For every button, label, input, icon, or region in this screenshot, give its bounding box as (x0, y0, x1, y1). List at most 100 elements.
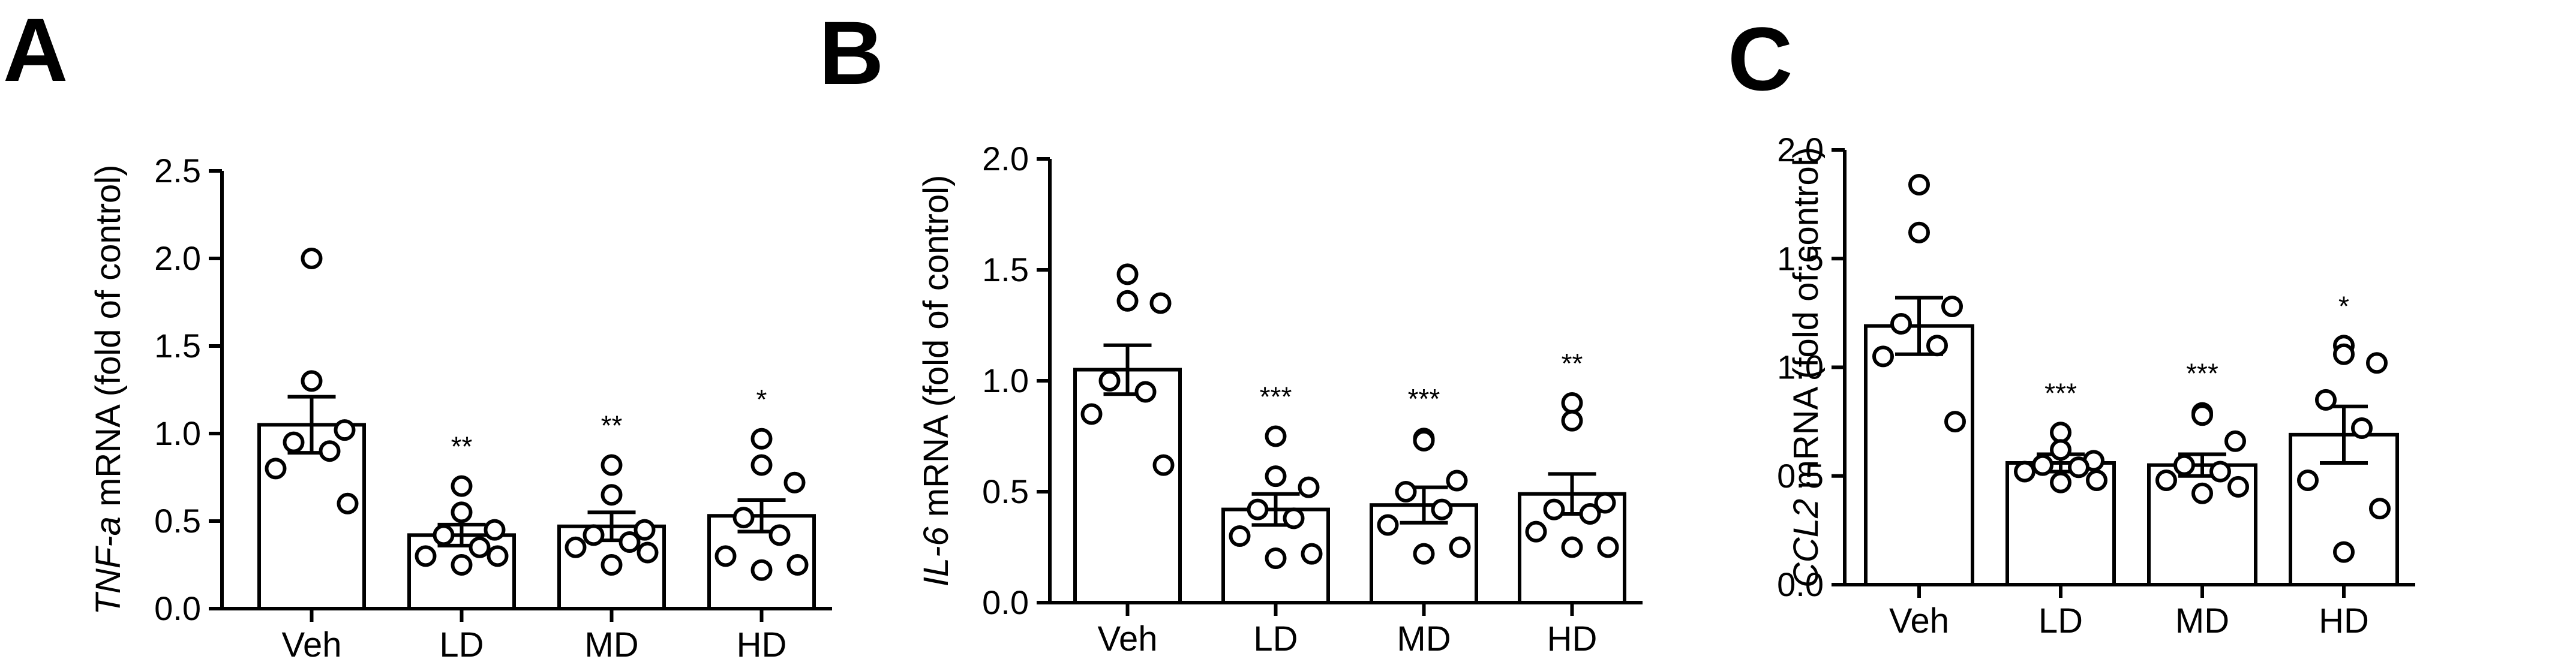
data-point (1525, 520, 1547, 543)
data-point (484, 519, 506, 541)
data-point (2032, 454, 2053, 476)
data-point (1152, 454, 1175, 476)
y-axis-label-gene: CCL2 (1787, 499, 1826, 588)
data-point (283, 431, 305, 453)
data-point (2315, 389, 2337, 411)
data-point (451, 475, 473, 497)
data-point (2191, 404, 2213, 426)
data-point (1579, 503, 1601, 525)
data-point (1229, 525, 1251, 547)
bar (1864, 324, 1974, 586)
data-point (433, 524, 455, 546)
y-tick-label: 1.0 (1777, 348, 1824, 386)
panel-letter-b: B (819, 2, 884, 103)
data-point (1116, 263, 1139, 285)
significance-label: * (756, 384, 767, 415)
x-tick-label: HD (2319, 601, 2369, 640)
significance-label: ** (1562, 348, 1583, 379)
y-axis-label-gene: TNF-a (89, 516, 128, 615)
data-point (265, 458, 287, 480)
y-axis-label-unit: mRNA (fold of control) (1787, 147, 1826, 499)
data-point (714, 545, 737, 567)
data-point (1543, 498, 1565, 520)
y-tick-label: 1.0 (982, 362, 1029, 399)
data-point (469, 536, 491, 558)
y-axis-label-unit: mRNA (fold of control) (917, 175, 956, 527)
data-point (2227, 476, 2249, 498)
data-point (2209, 461, 2231, 483)
significance-label: ** (451, 431, 473, 462)
data-point (451, 501, 473, 523)
y-axis-label: TNF-a mRNA (fold of control) (89, 165, 128, 615)
data-point (1446, 470, 1468, 492)
x-tick-label: MD (2175, 601, 2229, 640)
x-tick-label: HD (737, 625, 787, 664)
data-point (637, 541, 659, 564)
data-point (1890, 313, 1912, 335)
data-point (1283, 507, 1305, 529)
data-point (2173, 454, 2195, 476)
data-point (451, 554, 473, 576)
data-point (1265, 547, 1287, 569)
x-tick-label: Veh (1098, 619, 1158, 658)
data-point (634, 519, 656, 541)
data-point (1449, 536, 1471, 558)
data-point (1431, 498, 1453, 520)
data-point (1872, 345, 1894, 368)
data-point (732, 507, 755, 529)
data-point (565, 536, 587, 558)
significance-label: ** (601, 410, 623, 441)
data-point (768, 524, 791, 546)
panel-letter-c: C (1728, 8, 1793, 109)
data-point (601, 484, 623, 506)
panel-letter-a: A (3, 0, 68, 100)
data-point (1413, 543, 1435, 565)
data-point (301, 248, 323, 269)
data-point (487, 545, 509, 567)
x-tick-label: LD (439, 625, 484, 664)
y-axis-label: CCL2 mRNA (fold of control) (1787, 147, 1826, 588)
data-point (2297, 470, 2319, 491)
data-point (2050, 439, 2071, 461)
data-point (2050, 471, 2071, 494)
data-point (601, 454, 623, 476)
data-point (1080, 403, 1103, 425)
data-point (415, 545, 437, 567)
y-tick-label: 0.5 (1777, 457, 1824, 495)
x-tick-label: MD (584, 625, 638, 664)
y-tick-label: 0.0 (1777, 565, 1824, 603)
data-point (786, 554, 809, 576)
data-point (601, 554, 623, 576)
data-point (1377, 514, 1399, 536)
data-point (2333, 343, 2355, 365)
data-point (337, 492, 359, 514)
y-tick-label: 2.0 (154, 239, 201, 277)
significance-label: *** (1260, 381, 1292, 413)
y-tick-label: 0.0 (154, 589, 201, 627)
data-point (1265, 425, 1287, 447)
data-point (1926, 335, 1948, 357)
data-point (334, 419, 356, 441)
data-point (1116, 290, 1139, 312)
significance-label: * (2338, 290, 2349, 321)
y-tick-label: 1.0 (154, 414, 201, 452)
bar (257, 423, 366, 611)
significance-label: *** (2044, 377, 2077, 408)
data-point (301, 370, 323, 392)
data-point (1134, 381, 1157, 403)
data-point (2366, 352, 2388, 374)
y-tick-label: 2.0 (1777, 131, 1824, 168)
data-point (1908, 221, 1930, 243)
y-tick-label: 0.5 (154, 502, 201, 540)
y-tick-label: 1.5 (1777, 239, 1824, 277)
y-tick-label: 1.5 (982, 251, 1029, 288)
data-point (783, 471, 806, 494)
data-point (2155, 470, 2177, 491)
data-point (1561, 536, 1583, 558)
data-point (583, 524, 605, 546)
data-point (750, 454, 773, 476)
y-axis-label-gene: IL-6 (917, 526, 956, 587)
x-tick-label: LD (1253, 619, 1298, 658)
y-tick-label: 0.0 (982, 583, 1029, 621)
